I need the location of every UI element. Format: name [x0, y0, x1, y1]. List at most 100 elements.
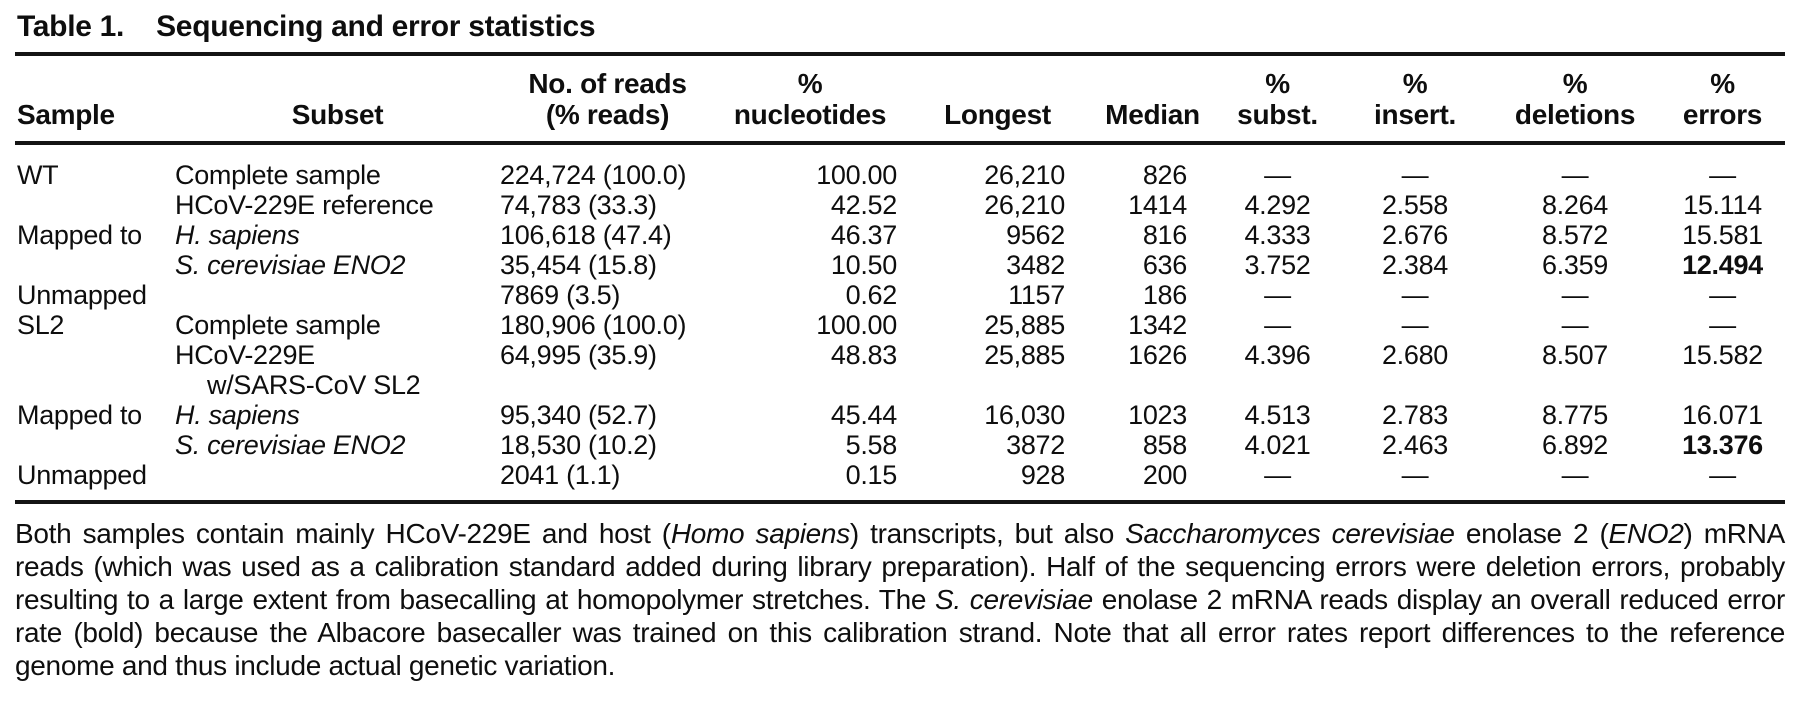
- table-cell: 3.752: [1244, 250, 1311, 280]
- table-cell: S. cerevisiae ENO2: [175, 430, 406, 460]
- table-cell: —: [1401, 310, 1429, 340]
- table-cell: 1157: [1008, 280, 1065, 310]
- table-cell: 186: [1142, 280, 1187, 310]
- column-header: No. of reads (% reads): [500, 56, 715, 145]
- table-cell: —: [1264, 160, 1291, 190]
- table-cell: 106,618 (47.4): [500, 220, 672, 250]
- table-cell: Mapped to: [17, 220, 142, 250]
- table-row: Mapped to H. sapiens 106,618 (47.4) 46.37 95…: [15, 220, 1785, 250]
- species-name: S. cerevisiae: [935, 584, 1093, 615]
- table-cell: 74,783 (33.3): [500, 190, 657, 220]
- table-cell: [175, 280, 500, 310]
- table-cell: 4.292: [1244, 190, 1311, 220]
- table-cell: 64,995 (35.9): [500, 340, 657, 370]
- table-cell: 0.15: [845, 460, 898, 490]
- table-cell: Mapped to: [17, 400, 142, 430]
- table-cell: 1023: [1128, 400, 1187, 430]
- table-cell: —: [1561, 280, 1589, 310]
- table-row: SL2 Complete sample 180,906 (100.0) 100.00 2…: [15, 310, 1785, 340]
- table-cell: 2.680: [1381, 340, 1449, 370]
- table-cell: 9562: [1006, 220, 1065, 250]
- table-cell: 26,210: [984, 160, 1065, 190]
- table-cell: 180,906 (100.0): [500, 310, 687, 340]
- table-cell: HCoV-229E reference: [175, 190, 434, 220]
- table-cell: 25,885: [984, 310, 1065, 340]
- table-row: S. cerevisiae ENO2 35,454 (15.8) 10.50 3482…: [15, 250, 1785, 280]
- table-cell: 45.44: [830, 400, 897, 430]
- table-cell: 48.83: [830, 340, 897, 370]
- table-cell: H. sapiens: [175, 400, 300, 430]
- table-cell: 6.359: [1541, 250, 1609, 280]
- table-cell: Complete sample: [175, 310, 381, 340]
- table-cell: 42.52: [830, 190, 897, 220]
- footnote-text: enolase 2 (: [1454, 518, 1609, 549]
- table-cell: [175, 460, 500, 502]
- column-header: Sample: [15, 56, 175, 145]
- footnote-text: enolase 2 mRNA reads display an overall …: [15, 584, 1785, 681]
- table-cell: 6.892: [1541, 430, 1609, 460]
- table-cell: 10.50: [830, 250, 897, 280]
- table-cell: HCoV-229E w/SARS-CoV SL2: [175, 340, 500, 400]
- table-cell: 928: [1020, 460, 1065, 490]
- table-cell-second-line: w/SARS-CoV SL2: [207, 370, 421, 400]
- table-cell: 0.62: [845, 280, 898, 310]
- table-cell: 7869 (3.5): [500, 280, 621, 310]
- species-name: ENO2: [1608, 518, 1684, 549]
- table-cell: 16.071: [1682, 400, 1763, 430]
- sequencing-stats-table: Sample Subset No. of reads (% reads)% nucleo…: [15, 56, 1785, 504]
- table-cell: —: [1709, 160, 1736, 190]
- table-cell: 4.021: [1244, 430, 1311, 460]
- table-cell: Complete sample: [175, 160, 381, 190]
- column-header: % subst.: [1215, 56, 1340, 145]
- table-cell: 2.783: [1381, 400, 1449, 430]
- table-cell: 1626: [1128, 340, 1187, 370]
- table-cell: 2.384: [1381, 250, 1449, 280]
- table-cell: 16,030: [984, 400, 1065, 430]
- table-cell: 200: [1142, 460, 1187, 490]
- table-cell: [15, 430, 175, 460]
- species-name: Homo sapiens: [670, 518, 850, 549]
- table-cell: —: [1561, 160, 1589, 190]
- table-cell: 4.396: [1244, 340, 1311, 370]
- table-caption: Sequencing and error statistics: [156, 10, 596, 43]
- table-cell: SL2: [17, 310, 65, 340]
- table-cell: [15, 250, 175, 280]
- table-row: Mapped to H. sapiens 95,340 (52.7) 45.44 16,…: [15, 400, 1785, 430]
- table-cell: WT: [17, 160, 59, 190]
- table-cell: 3482: [1006, 250, 1065, 280]
- table-body: WT Complete sample 224,724 (100.0) 100.00 26…: [15, 143, 1785, 502]
- table-cell: 8.775: [1541, 400, 1609, 430]
- table-cell: 5.58: [845, 430, 898, 460]
- table-row: S. cerevisiae ENO2 18,530 (10.2) 5.58 3872 8…: [15, 430, 1785, 460]
- table-cell: 2.558: [1381, 190, 1449, 220]
- table-cell: 636: [1142, 250, 1187, 280]
- table-cell: —: [1401, 460, 1429, 490]
- table-cell: Unmapped: [17, 280, 147, 310]
- table-cell: 8.572: [1541, 220, 1609, 250]
- table-cell: —: [1709, 460, 1736, 490]
- footnote-text: Both samples contain mainly HCoV-229E an…: [15, 518, 671, 549]
- table-cell: —: [1264, 280, 1291, 310]
- table-cell: —: [1264, 460, 1291, 490]
- table-cell: 46.37: [830, 220, 897, 250]
- header-row: Sample Subset No. of reads (% reads)% nucleo…: [15, 56, 1785, 145]
- table-cell: 95,340 (52.7): [500, 400, 657, 430]
- table-cell: 8.264: [1541, 190, 1609, 220]
- table-title: Table 1. Sequencing and error statistics: [15, 6, 1785, 56]
- table-cell: 100.00: [816, 160, 897, 190]
- column-header: Subset: [175, 56, 500, 145]
- table-cell: H. sapiens: [175, 220, 300, 250]
- table-footnote: Both samples contain mainly HCoV-229E an…: [15, 504, 1785, 682]
- table-cell: 4.333: [1244, 220, 1311, 250]
- table-cell: 15.582: [1682, 340, 1763, 370]
- table-cell: [15, 340, 175, 400]
- table-cell: 26,210: [984, 190, 1065, 220]
- table-cell: 15.581: [1682, 220, 1763, 250]
- table-cell: 12.494: [1682, 250, 1763, 280]
- table-cell: 1342: [1128, 310, 1187, 340]
- table-cell: 100.00: [816, 310, 897, 340]
- table-row: Unmapped 7869 (3.5) 0.62 1157 186 — — — —: [15, 280, 1785, 310]
- table-cell: Unmapped: [17, 460, 147, 490]
- table-cell: 2.676: [1381, 220, 1449, 250]
